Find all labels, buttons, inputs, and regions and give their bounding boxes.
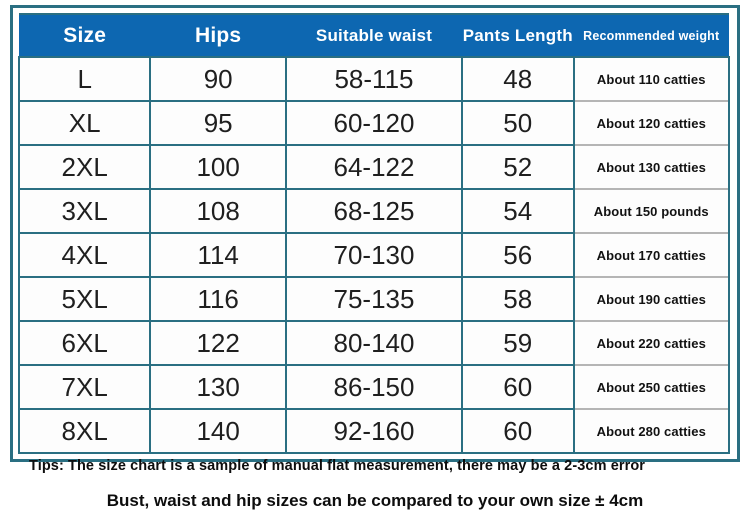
waist-cell: 70-130 <box>284 232 464 278</box>
hips-cell: 100 <box>149 144 287 190</box>
waist-cell: 64-122 <box>284 144 464 190</box>
table-row: 3XL 108 68-125 54 About 150 pounds <box>17 188 730 234</box>
hips-cell: 114 <box>149 232 287 278</box>
waist-cell: 68-125 <box>284 188 464 234</box>
table-row: XL 95 60-120 50 About 120 catties <box>17 100 730 146</box>
header-row: Size Hips Suitable waist Pants Length Re… <box>19 13 729 58</box>
header-suitable-waist: Suitable waist <box>285 13 463 58</box>
size-cell: 4XL <box>17 232 152 278</box>
size-chart-frame: Size Hips Suitable waist Pants Length Re… <box>10 5 740 462</box>
length-cell: 56 <box>461 232 575 278</box>
hips-cell: 140 <box>149 408 287 454</box>
hips-cell: 116 <box>149 276 287 322</box>
table-row: 6XL 122 80-140 59 About 220 catties <box>17 320 730 366</box>
table-row: 7XL 130 86-150 60 About 250 catties <box>17 364 730 410</box>
waist-cell: 60-120 <box>284 100 464 146</box>
tips-measurement-note: Tips: The size chart is a sample of manu… <box>29 458 646 474</box>
size-cell: 5XL <box>17 276 152 322</box>
header-recommended-weight: Recommended weight <box>573 13 729 58</box>
length-cell: 54 <box>461 188 575 234</box>
weight-cell: About 120 catties <box>572 100 730 145</box>
length-cell: 60 <box>461 408 575 454</box>
size-cell: 3XL <box>17 188 152 234</box>
waist-cell: 80-140 <box>284 320 464 366</box>
weight-cell: About 250 catties <box>572 364 730 409</box>
waist-cell: 92-160 <box>284 408 464 454</box>
table-row: 4XL 114 70-130 56 About 170 catties <box>17 232 730 278</box>
weight-cell: About 190 catties <box>572 276 730 321</box>
hips-cell: 95 <box>149 100 287 146</box>
hips-cell: 108 <box>149 188 287 234</box>
size-cell: 2XL <box>17 144 152 190</box>
weight-cell: About 150 pounds <box>572 188 730 233</box>
table-row: 5XL 116 75-135 58 About 190 catties <box>17 276 730 322</box>
weight-cell: About 130 catties <box>572 144 730 189</box>
hips-cell: 90 <box>149 56 287 102</box>
table-row: 8XL 140 92-160 60 About 280 catties <box>17 408 730 454</box>
tips-compare-note: Bust, waist and hip sizes can be compare… <box>106 491 644 510</box>
weight-cell: About 280 catties <box>572 408 730 454</box>
size-chart-table: Size Hips Suitable waist Pants Length Re… <box>17 13 730 454</box>
size-chart-header: Size Hips Suitable waist Pants Length Re… <box>19 13 729 58</box>
length-cell: 60 <box>461 364 575 410</box>
size-cell: XL <box>17 100 152 146</box>
hips-cell: 130 <box>149 364 287 410</box>
header-hips: Hips <box>150 13 286 58</box>
length-cell: 52 <box>461 144 575 190</box>
waist-cell: 86-150 <box>284 364 464 410</box>
weight-cell: About 220 catties <box>572 320 730 365</box>
length-cell: 59 <box>461 320 575 366</box>
header-pants-length: Pants Length <box>462 13 574 58</box>
size-cell: 7XL <box>17 364 152 410</box>
size-cell: L <box>17 56 152 102</box>
header-size: Size <box>19 13 151 58</box>
table-row: L 90 58-115 48 About 110 catties <box>17 56 730 102</box>
waist-cell: 58-115 <box>284 56 464 102</box>
size-cell: 6XL <box>17 320 152 366</box>
length-cell: 48 <box>461 56 575 102</box>
size-cell: 8XL <box>17 408 152 454</box>
hips-cell: 122 <box>149 320 287 366</box>
length-cell: 58 <box>461 276 575 322</box>
waist-cell: 75-135 <box>284 276 464 322</box>
weight-cell: About 110 catties <box>572 57 730 101</box>
length-cell: 50 <box>461 100 575 146</box>
weight-cell: About 170 catties <box>572 232 730 277</box>
table-row: 2XL 100 64-122 52 About 130 catties <box>17 144 730 190</box>
size-chart-body: L 90 58-115 48 About 110 catties XL 95 60-120 50… <box>17 56 730 454</box>
